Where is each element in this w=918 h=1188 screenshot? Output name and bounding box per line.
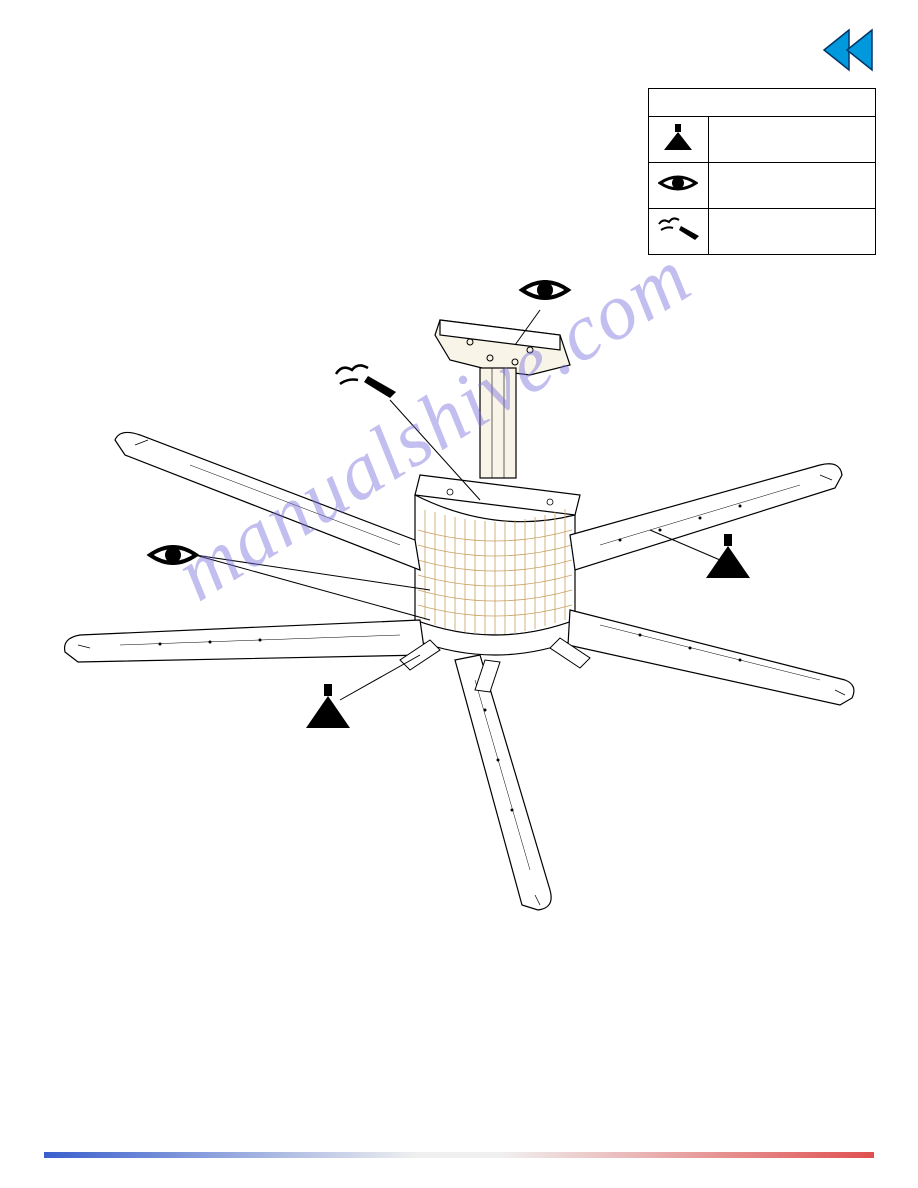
eye-icon (150, 547, 196, 563)
legend-header-cell (649, 89, 876, 117)
legend-header-row (649, 89, 876, 117)
scraper-icon (660, 122, 696, 152)
legend-icon-cell (649, 163, 709, 209)
fan-diagram (60, 280, 858, 920)
legend-table (648, 88, 876, 255)
legend-row (649, 117, 876, 163)
down-rod (480, 368, 516, 478)
fan-blade (455, 655, 551, 910)
footer-gradient-bar (44, 1152, 874, 1158)
eye-icon (658, 171, 698, 195)
air-blow-icon (336, 365, 396, 398)
fan-blade (65, 620, 425, 662)
eye-icon (522, 282, 568, 298)
legend-icon-cell (649, 117, 709, 163)
scraper-icon (306, 684, 350, 728)
mount-bracket (435, 320, 570, 375)
legend-row (649, 163, 876, 209)
legend-desc-cell (708, 163, 875, 209)
legend-desc-cell (708, 209, 875, 255)
scraper-icon (706, 534, 750, 578)
back-arrow-icon[interactable] (822, 28, 876, 77)
legend-desc-cell (708, 117, 875, 163)
fan-blade (568, 610, 854, 705)
air-blow-icon (655, 214, 701, 244)
motor-housing (415, 495, 575, 655)
legend-icon-cell (649, 209, 709, 255)
legend-row (649, 209, 876, 255)
